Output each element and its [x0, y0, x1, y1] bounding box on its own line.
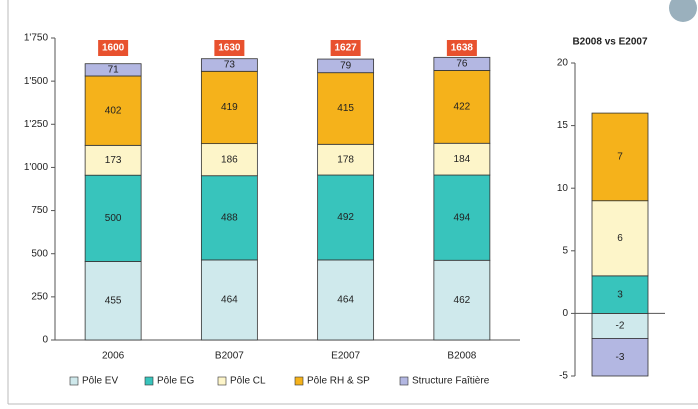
legend-swatch [69, 376, 79, 386]
y-tick-label: 1'500 [24, 76, 49, 87]
value-label: 492 [337, 212, 354, 223]
value-label: 464 [221, 295, 238, 306]
value-label: 186 [221, 154, 238, 165]
total-badge [98, 40, 129, 56]
total-label: 1638 [451, 43, 474, 54]
y-tick-label: 5 [562, 245, 568, 256]
value-label: 184 [454, 154, 471, 165]
bar-segment [591, 275, 649, 314]
bar-segment [84, 261, 142, 341]
bar-segment [433, 142, 491, 176]
bar-segment [433, 56, 491, 71]
y-tick-label: 1'750 [24, 33, 49, 44]
legend-label: Pôle EG [157, 376, 194, 387]
bar-segment [84, 63, 142, 77]
legend-label: Structure Faîtière [412, 376, 490, 387]
chart-title: B2008 vs E2007 [572, 37, 648, 48]
value-label: 173 [105, 155, 122, 166]
bar-segment [433, 174, 491, 261]
y-tick-label: 500 [31, 248, 48, 259]
logo [669, 0, 697, 22]
y-tick-label: 15 [557, 120, 569, 131]
bar-segment [591, 200, 649, 277]
y-tick-label: 0 [42, 335, 48, 346]
value-label: 3 [617, 289, 623, 300]
bar-segment [317, 143, 375, 176]
bar-segment [200, 175, 258, 261]
value-label: 494 [454, 212, 471, 223]
y-tick-label: 20 [557, 58, 569, 69]
value-label: 422 [454, 101, 471, 112]
y-tick-label: 1'250 [24, 119, 49, 130]
total-label: 1630 [218, 43, 241, 54]
bar-segment [433, 259, 491, 341]
bar-segment [317, 58, 375, 74]
value-label: -3 [616, 352, 625, 363]
x-tick-label: 2006 [102, 351, 125, 362]
bar-segment [591, 112, 649, 202]
value-label: 71 [108, 64, 120, 75]
legend-swatch [399, 376, 409, 386]
total-badge [214, 40, 245, 56]
value-label: 402 [105, 105, 122, 116]
bar-segment [200, 70, 258, 145]
value-label: 73 [224, 60, 236, 71]
legend-swatch [144, 376, 154, 386]
total-badge [330, 40, 361, 56]
total-label: 1627 [335, 43, 358, 54]
x-tick-label: B2008 [447, 351, 476, 362]
y-tick-label: 1'000 [24, 162, 49, 173]
y-tick-label: -5 [559, 371, 568, 382]
legend-label: Pôle CL [230, 376, 266, 387]
legend-swatch [294, 376, 304, 386]
total-badge [446, 40, 477, 56]
value-label: 488 [221, 212, 238, 223]
value-label: 455 [105, 295, 122, 306]
legend-label: Pôle EV [82, 376, 118, 387]
bar-segment [317, 72, 375, 145]
value-label: 178 [337, 154, 354, 165]
value-label: 6 [617, 233, 623, 244]
y-tick-label: 0 [562, 308, 568, 319]
value-label: 464 [337, 295, 354, 306]
y-tick-label: 750 [31, 205, 48, 216]
value-label: -2 [616, 321, 625, 332]
legend-swatch [217, 376, 227, 386]
y-tick-label: 250 [31, 291, 48, 302]
value-label: 76 [456, 59, 468, 70]
bar-segment [200, 143, 258, 177]
value-label: 79 [340, 61, 352, 72]
value-label: 500 [105, 213, 122, 224]
legend-label: Pôle RH & SP [307, 376, 370, 387]
x-tick-label: E2007 [331, 351, 360, 362]
y-tick-label: 10 [557, 183, 569, 194]
x-tick-label: B2007 [215, 351, 244, 362]
bar-segment [317, 259, 375, 341]
value-label: 462 [454, 295, 471, 306]
value-label: 419 [221, 102, 238, 113]
bar-segment [591, 338, 649, 377]
value-label: 7 [617, 152, 623, 163]
total-label: 1600 [102, 43, 125, 54]
bar-segment [200, 58, 258, 72]
value-label: 415 [337, 103, 354, 114]
